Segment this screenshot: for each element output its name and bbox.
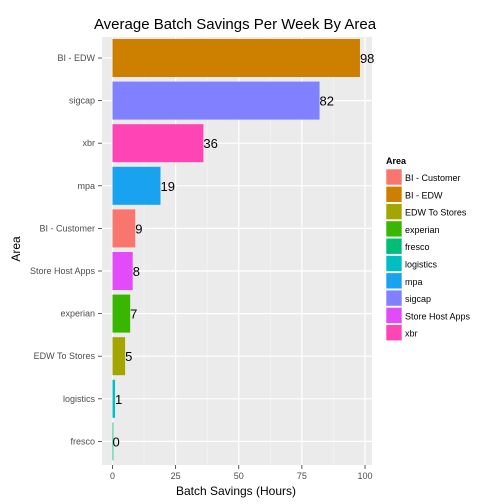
data-label: 82 xyxy=(320,94,334,109)
y-tick-label: mpa xyxy=(77,181,95,191)
legend-key xyxy=(385,255,403,272)
legend-label: logistics xyxy=(405,260,438,270)
x-tick-label: 0 xyxy=(110,471,115,481)
bars xyxy=(112,39,360,461)
bar xyxy=(112,81,320,120)
data-label: 36 xyxy=(203,136,217,151)
data-label: 8 xyxy=(133,264,140,279)
legend-key xyxy=(385,220,403,238)
y-tick-label: Store Host Apps xyxy=(30,266,96,276)
legend-key xyxy=(385,324,403,342)
legend-key xyxy=(385,237,403,255)
y-tick-label: logistics xyxy=(63,394,96,404)
bar xyxy=(112,422,114,461)
data-label: 98 xyxy=(360,51,374,66)
y-tick-label: fresco xyxy=(70,436,95,446)
legend-key xyxy=(385,272,403,290)
legend-items: BI - Customer BI - EDW EDW To Stores experi… xyxy=(385,168,471,342)
y-tick-label: experian xyxy=(60,309,95,319)
y-axis: BI - EDW sigcap xbr mpa BI - Customer Store H… xyxy=(30,53,102,446)
data-label: 1 xyxy=(115,392,122,407)
x-tick-label: 25 xyxy=(171,471,181,481)
bar xyxy=(112,337,126,376)
bar xyxy=(112,209,136,248)
legend-label: EDW To Stores xyxy=(405,208,467,218)
legend-label: mpa xyxy=(405,277,423,287)
legend-key xyxy=(385,289,403,307)
x-axis-title: Batch Savings (Hours) xyxy=(176,484,296,498)
bar xyxy=(112,39,360,77)
data-label: 5 xyxy=(125,349,132,364)
data-label: 9 xyxy=(135,221,142,236)
legend-key xyxy=(385,307,403,324)
y-tick-label: sigcap xyxy=(69,96,95,106)
bar xyxy=(112,379,116,418)
y-tick-label: EDW To Stores xyxy=(34,351,96,361)
legend-label: sigcap xyxy=(405,294,431,304)
legend-label: experian xyxy=(405,225,440,235)
data-label: 19 xyxy=(160,179,174,194)
legend-key xyxy=(385,186,403,203)
legend-title: Area xyxy=(386,156,407,166)
data-label: 0 xyxy=(113,434,120,449)
x-tick-label: 50 xyxy=(234,471,244,481)
x-tick-label: 75 xyxy=(297,471,307,481)
y-tick-label: BI - EDW xyxy=(58,53,96,63)
legend-label: BI - EDW xyxy=(405,190,443,200)
legend-key xyxy=(385,203,403,220)
y-tick-label: BI - Customer xyxy=(39,223,95,233)
bar xyxy=(112,294,131,333)
legend: Area BI - Customer BI - EDW EDW To Stores e… xyxy=(385,156,471,342)
chart-title: Average Batch Savings Per Week By Area xyxy=(94,16,377,33)
legend-label: fresco xyxy=(405,242,430,252)
legend-label: xbr xyxy=(405,329,418,339)
bar xyxy=(112,252,133,290)
bar xyxy=(112,166,161,205)
legend-label: Store Host Apps xyxy=(405,311,471,321)
legend-key xyxy=(385,168,403,186)
y-tick-label: xbr xyxy=(82,138,95,148)
legend-label: BI - Customer xyxy=(405,173,461,183)
bar xyxy=(112,124,204,163)
x-tick-label: 100 xyxy=(357,471,372,481)
y-axis-title: Area xyxy=(9,236,23,262)
x-axis: 0 25 50 75 100 xyxy=(110,465,373,481)
data-label: 7 xyxy=(130,307,137,322)
